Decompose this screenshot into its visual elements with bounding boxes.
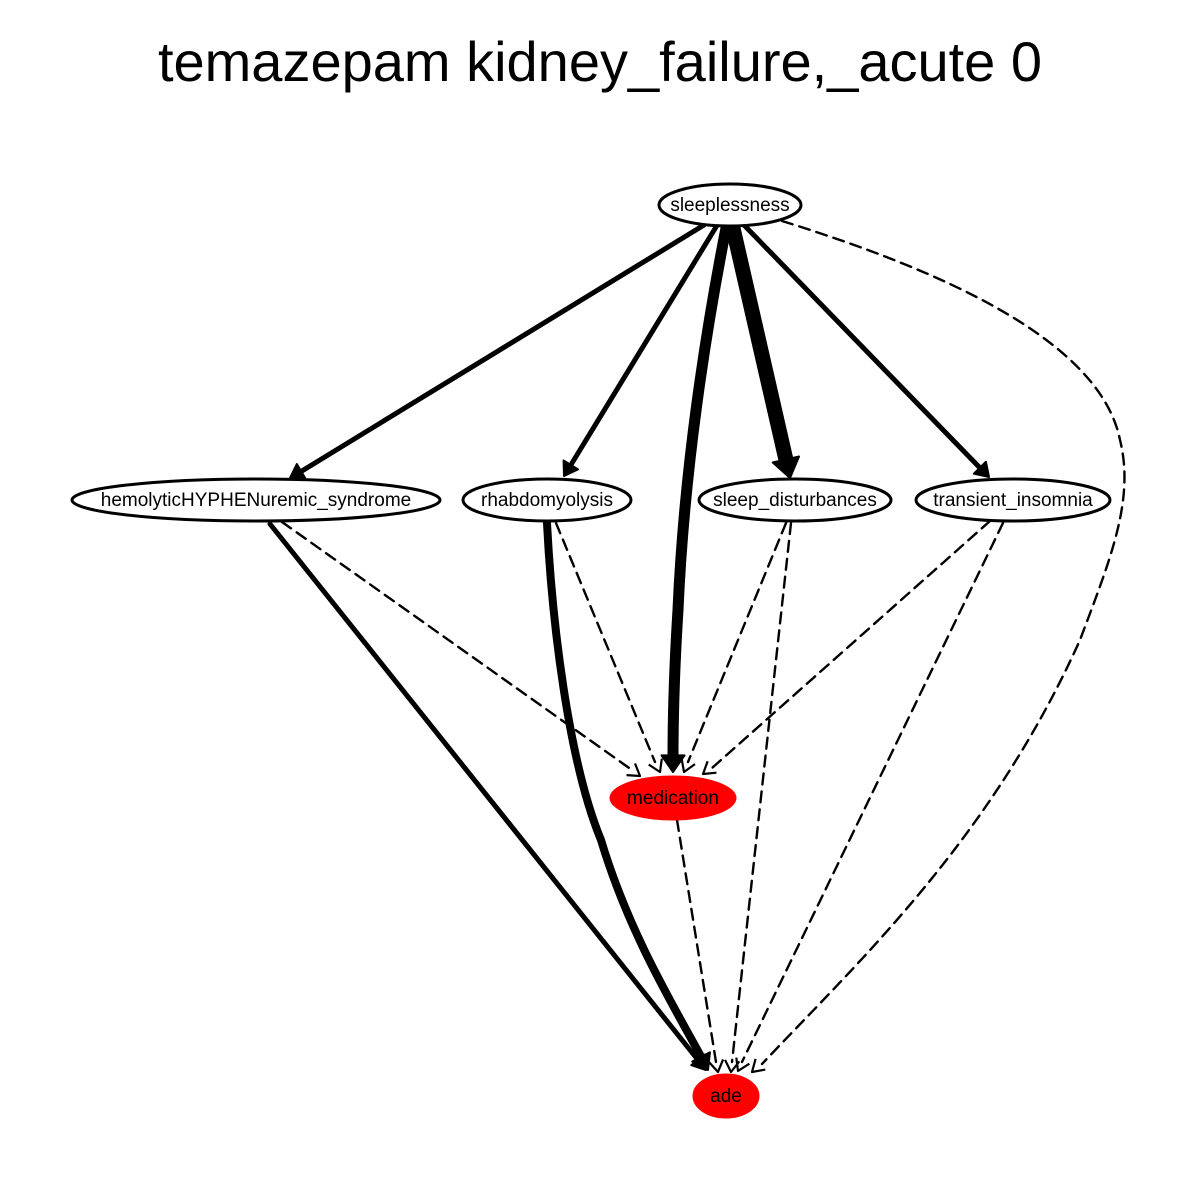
edge-rhabdo-to-medication (554, 521, 657, 764)
node-label-medication: medication (627, 788, 719, 809)
node-label-ade: ade (710, 1086, 742, 1107)
edge-medication-to-ade (675, 818, 718, 1064)
edges-layer (267, 219, 1126, 1074)
arrowhead-medication-to-ade (708, 1059, 725, 1074)
node-shape-sleeplessness (657, 182, 803, 228)
node-shape-sleepdist (697, 477, 893, 523)
edge-transient-to-ade (740, 521, 1005, 1064)
edge-sleeplessness-to-medication (667, 222, 732, 764)
nodes-layer: sleeplessness hemolyticHYPHENuremic_syndr… (70, 182, 1112, 1119)
node-shape-hus (70, 477, 442, 523)
edge-transient-to-medication (710, 519, 992, 770)
arrowhead-sleeplessness-to-ade (750, 1058, 766, 1074)
arrowhead-sleepdist-to-medication (680, 758, 696, 774)
edge-rhabdo-to-ade (543, 519, 707, 1064)
node-medication: medication (609, 775, 737, 821)
arrowhead-hus-to-medication (626, 763, 642, 778)
node-sleeplessness: sleeplessness (657, 182, 803, 228)
node-sleepdist: sleep_disturbances (697, 477, 893, 523)
node-shape-rhabdo (461, 477, 633, 523)
node-label-hus: hemolyticHYPHENuremic_syndrome (101, 490, 411, 511)
arrowhead-transient-to-ade (735, 1057, 750, 1073)
node-rhabdo: rhabdomyolysis (461, 477, 633, 523)
page-title: temazepam kidney_failure,_acute 0 (157, 30, 1043, 93)
node-shape-transient (914, 477, 1112, 523)
edge-sleeplessness-to-transient (740, 221, 985, 473)
arrowhead-sleeplessness-to-sleepdist (771, 455, 801, 479)
edge-sleepdist-to-ade (730, 521, 793, 1064)
node-transient: transient_insomnia (914, 477, 1112, 523)
edge-hus-to-ade (267, 521, 701, 1063)
arrowhead-sleeplessness-to-transient (972, 460, 990, 478)
arrowhead-rhabdo-to-medication (648, 758, 663, 774)
edge-sleeplessness-to-sleepdist (725, 220, 794, 468)
node-label-rhabdo: rhabdomyolysis (481, 490, 613, 511)
node-ade: ade (692, 1073, 760, 1119)
edge-hus-to-medication (280, 520, 634, 772)
node-label-sleeplessness: sleeplessness (670, 195, 789, 216)
edge-sleeplessness-to-ade (760, 219, 1126, 1066)
node-label-transient: transient_insomnia (933, 490, 1093, 511)
edge-sleepdist-to-medication (686, 521, 788, 764)
arrowhead-rhabdo-to-ade (691, 1051, 711, 1071)
edge-sleeplessness-to-hus (294, 222, 707, 477)
arrowhead-sleeplessness-to-medication (660, 754, 686, 773)
node-hus: hemolyticHYPHENuremic_syndrome (70, 477, 442, 523)
node-shape-medication (609, 775, 737, 821)
node-shape-ade (692, 1073, 760, 1119)
edge-sleeplessness-to-rhabdo (566, 224, 719, 471)
arrowhead-transient-to-medication (701, 760, 717, 776)
node-label-sleepdist: sleep_disturbances (713, 490, 877, 511)
arrowhead-sleeplessness-to-rhabdo (562, 459, 580, 477)
